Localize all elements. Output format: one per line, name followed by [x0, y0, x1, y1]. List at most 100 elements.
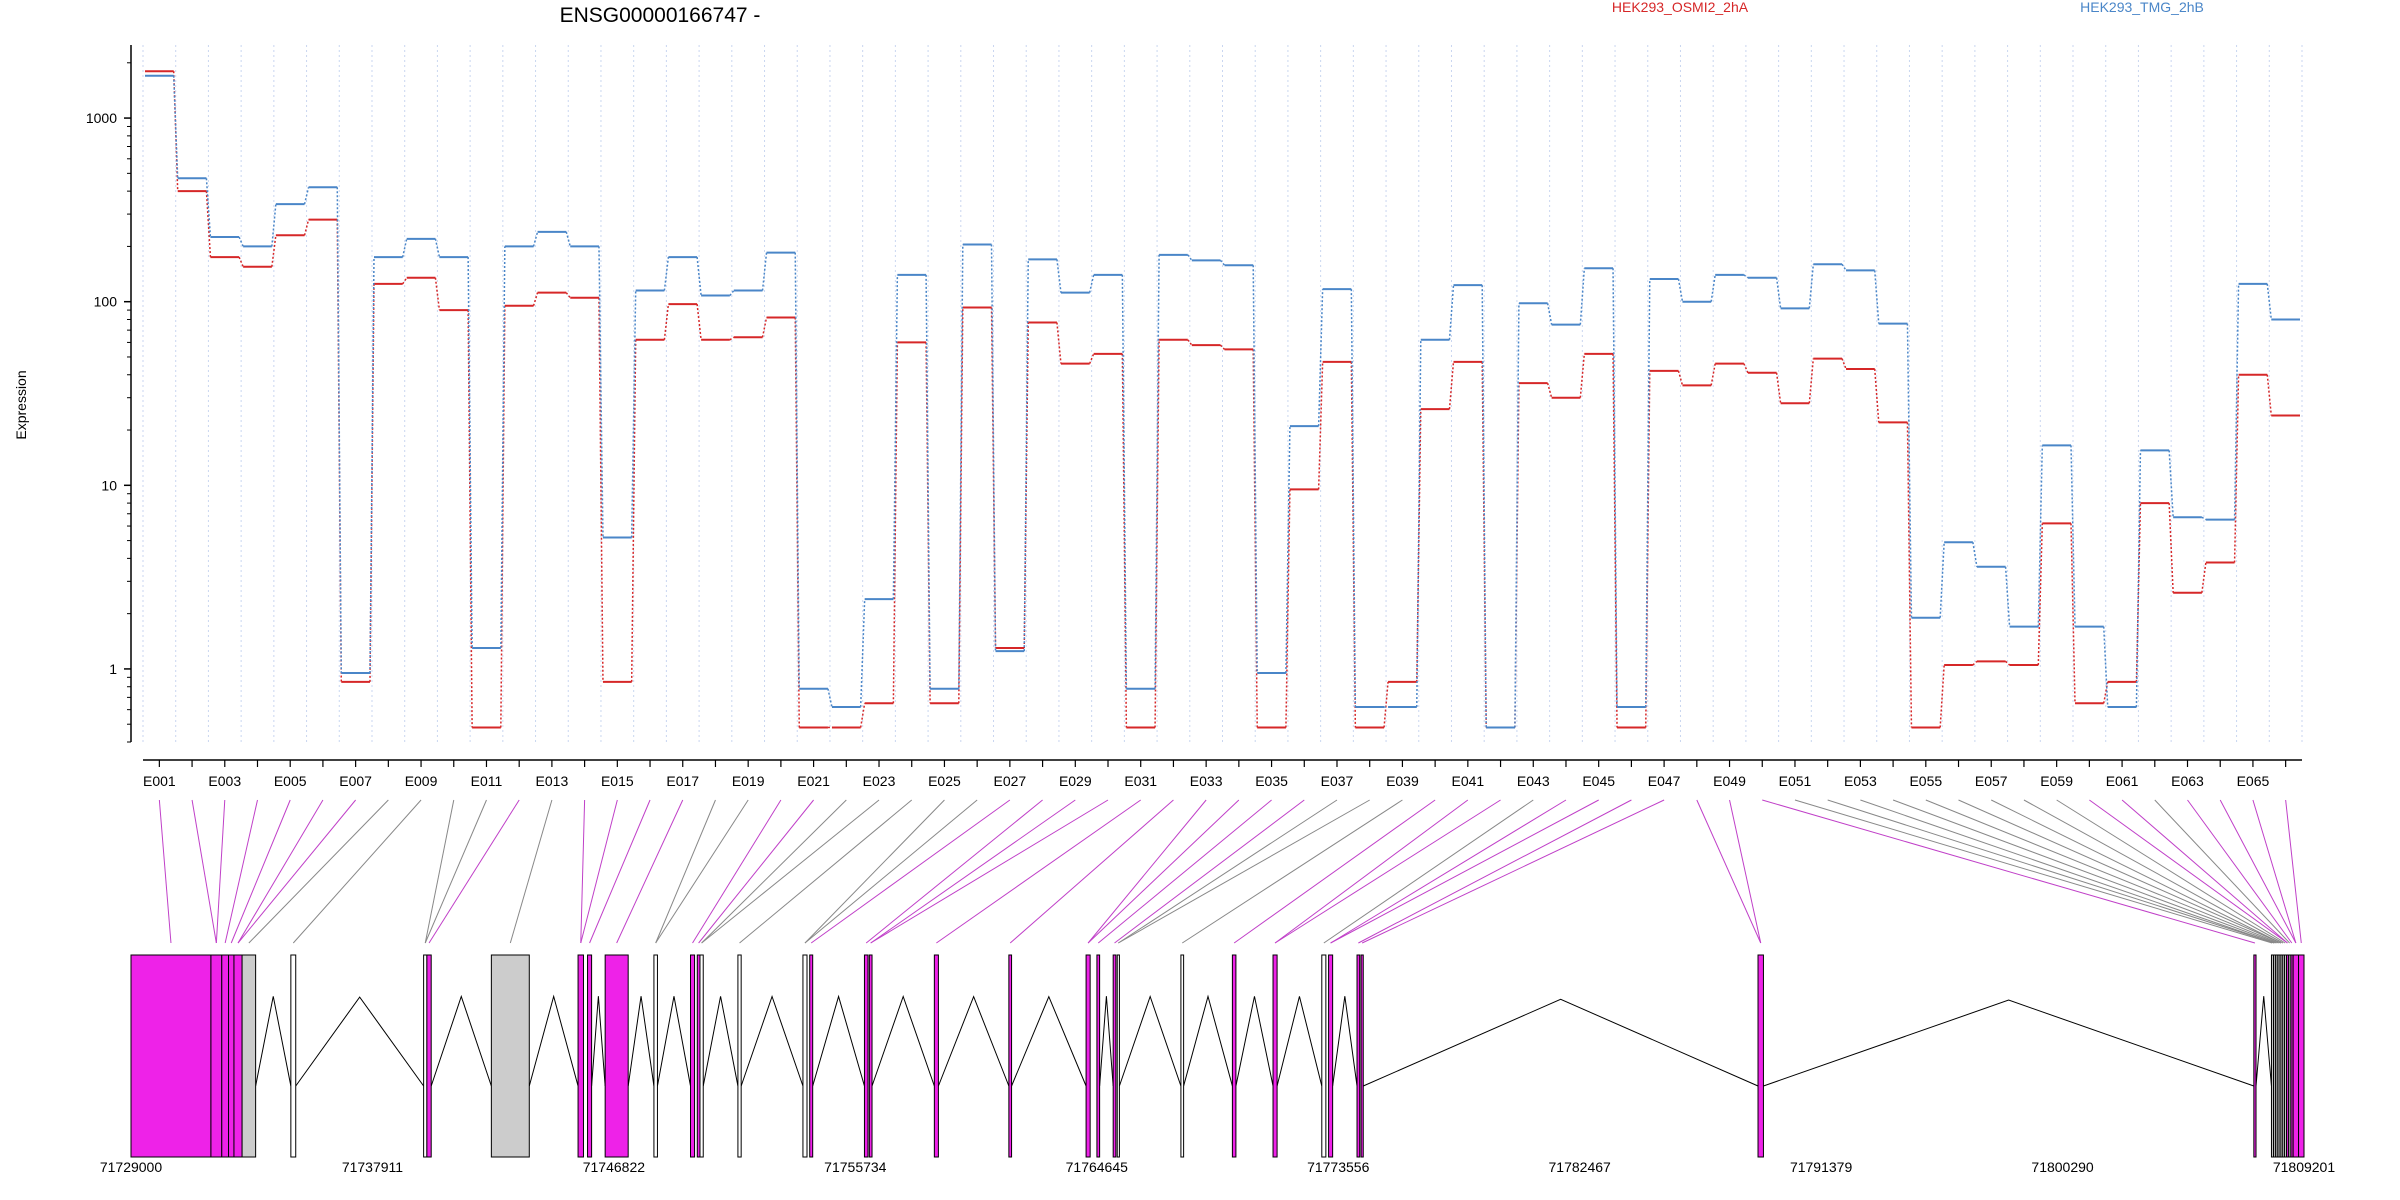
series-connector: [238, 236, 244, 247]
exon-box: [130, 954, 212, 1158]
series-tmg: [145, 74, 2300, 729]
legend-entry-osmi2: HEK293_OSMI2_2hA: [1612, 0, 1749, 15]
chart-title: ENSG00000166747 -: [560, 4, 761, 27]
series-connector: [2102, 626, 2109, 708]
exon-connector: [2252, 799, 2297, 944]
series-connector: [729, 290, 735, 297]
exon-box: [1116, 954, 1120, 1158]
y-axis-label: Expression: [13, 370, 29, 439]
series-connector: [1972, 542, 1978, 567]
x-tick-label: E053: [1844, 773, 1877, 789]
series-connector: [630, 339, 637, 682]
series-connector: [1121, 274, 1128, 689]
exon-box: [1757, 954, 1764, 1158]
exon-connector: [237, 799, 324, 944]
x-tick-label: E013: [536, 773, 569, 789]
series-connector: [1841, 358, 1847, 370]
exon-connector: [2056, 799, 2286, 944]
exon-connector: [2219, 799, 2297, 944]
series-connector: [1023, 259, 1029, 652]
series-connector: [1645, 278, 1651, 708]
x-tick-label: E065: [2237, 773, 2270, 789]
series-connector: [1350, 289, 1357, 708]
x-tick-label: E051: [1779, 773, 1812, 789]
intron-line: [591, 996, 606, 1087]
exon-connector: [1991, 799, 2282, 944]
exon-box: [1272, 954, 1278, 1158]
y-tick-label: 10: [101, 477, 117, 493]
series-connector: [401, 238, 408, 258]
x-tick-label: E061: [2106, 773, 2139, 789]
x-tick-label: E011: [471, 773, 503, 789]
genomic-tick-label: 71773556: [1307, 1159, 1370, 1175]
series-connector: [761, 317, 768, 338]
series-connector: [303, 187, 310, 205]
exon-connector: [2154, 799, 2290, 944]
exon-connector: [1958, 799, 2282, 944]
exon-box: [210, 954, 223, 1158]
series-connector: [565, 231, 571, 247]
exon-connector: [1358, 799, 1632, 944]
exon-connector: [2121, 799, 2288, 944]
x-tick-label: E025: [928, 773, 961, 789]
series-connector: [1677, 370, 1684, 386]
series-connector: [1056, 259, 1062, 293]
series-connector: [1317, 361, 1324, 490]
exon-box: [1008, 954, 1013, 1158]
series-connector: [205, 191, 212, 258]
series-connector: [1743, 363, 1749, 374]
exon-connector: [1330, 799, 1599, 944]
intron-line: [2255, 996, 2272, 1087]
exon-box: [809, 954, 814, 1158]
intron-line: [1363, 998, 1759, 1087]
series-connector: [238, 256, 244, 268]
exon-connector: [1087, 799, 1207, 944]
exon-connector: [248, 799, 389, 944]
exon-connector: [936, 799, 1142, 944]
x-tick-label: E063: [2171, 773, 2204, 789]
exon-box: [653, 954, 658, 1158]
series-connector: [1775, 277, 1782, 309]
intron-line: [1099, 996, 1114, 1087]
series-connector: [2201, 516, 2207, 521]
intron-line: [1332, 996, 1358, 1087]
exon-connector: [1323, 799, 1534, 944]
series-connector: [1841, 263, 1847, 271]
series-connector: [2168, 503, 2174, 593]
x-tick-label: E035: [1255, 773, 1288, 789]
genomic-coordinate-axis: 71729000 71737911 71746822 71755734 71764645…: [100, 1159, 2336, 1175]
series-connector: [1481, 285, 1487, 728]
series-connector: [598, 246, 604, 538]
exon-connector: [191, 799, 217, 944]
genomic-tick-label: 71737911: [342, 1159, 403, 1175]
series-connector: [1317, 289, 1324, 427]
y-tick-label: 1000: [86, 110, 117, 126]
series-connector: [1514, 303, 1520, 728]
exon-connector: [424, 799, 487, 944]
exon-connector: [1274, 799, 1469, 944]
series-connector: [1579, 268, 1586, 325]
series-connector: [1187, 339, 1193, 346]
exon-box: [1328, 954, 1334, 1158]
series-connector: [2135, 503, 2142, 682]
series-connector: [1546, 382, 1553, 398]
genomic-tick-label: 71782467: [1549, 1159, 1612, 1175]
series-connector: [1285, 426, 1291, 674]
series-connector: [500, 246, 506, 649]
exon-box: [241, 954, 257, 1158]
x-tick-label: E023: [863, 773, 896, 789]
series-connector: [1219, 259, 1226, 266]
exon-connector: [1892, 799, 2277, 944]
x-tick-label: E049: [1713, 773, 1746, 789]
exon-connector: [428, 799, 520, 944]
intron-line: [1118, 994, 1182, 1087]
series-connector: [369, 257, 375, 674]
series-connector: [402, 277, 408, 285]
exon-connector: [655, 799, 749, 944]
exon-connector: [230, 799, 291, 944]
series-connector: [1710, 274, 1716, 302]
series-connector: [2201, 562, 2207, 593]
exon-connector: [1181, 799, 1403, 944]
